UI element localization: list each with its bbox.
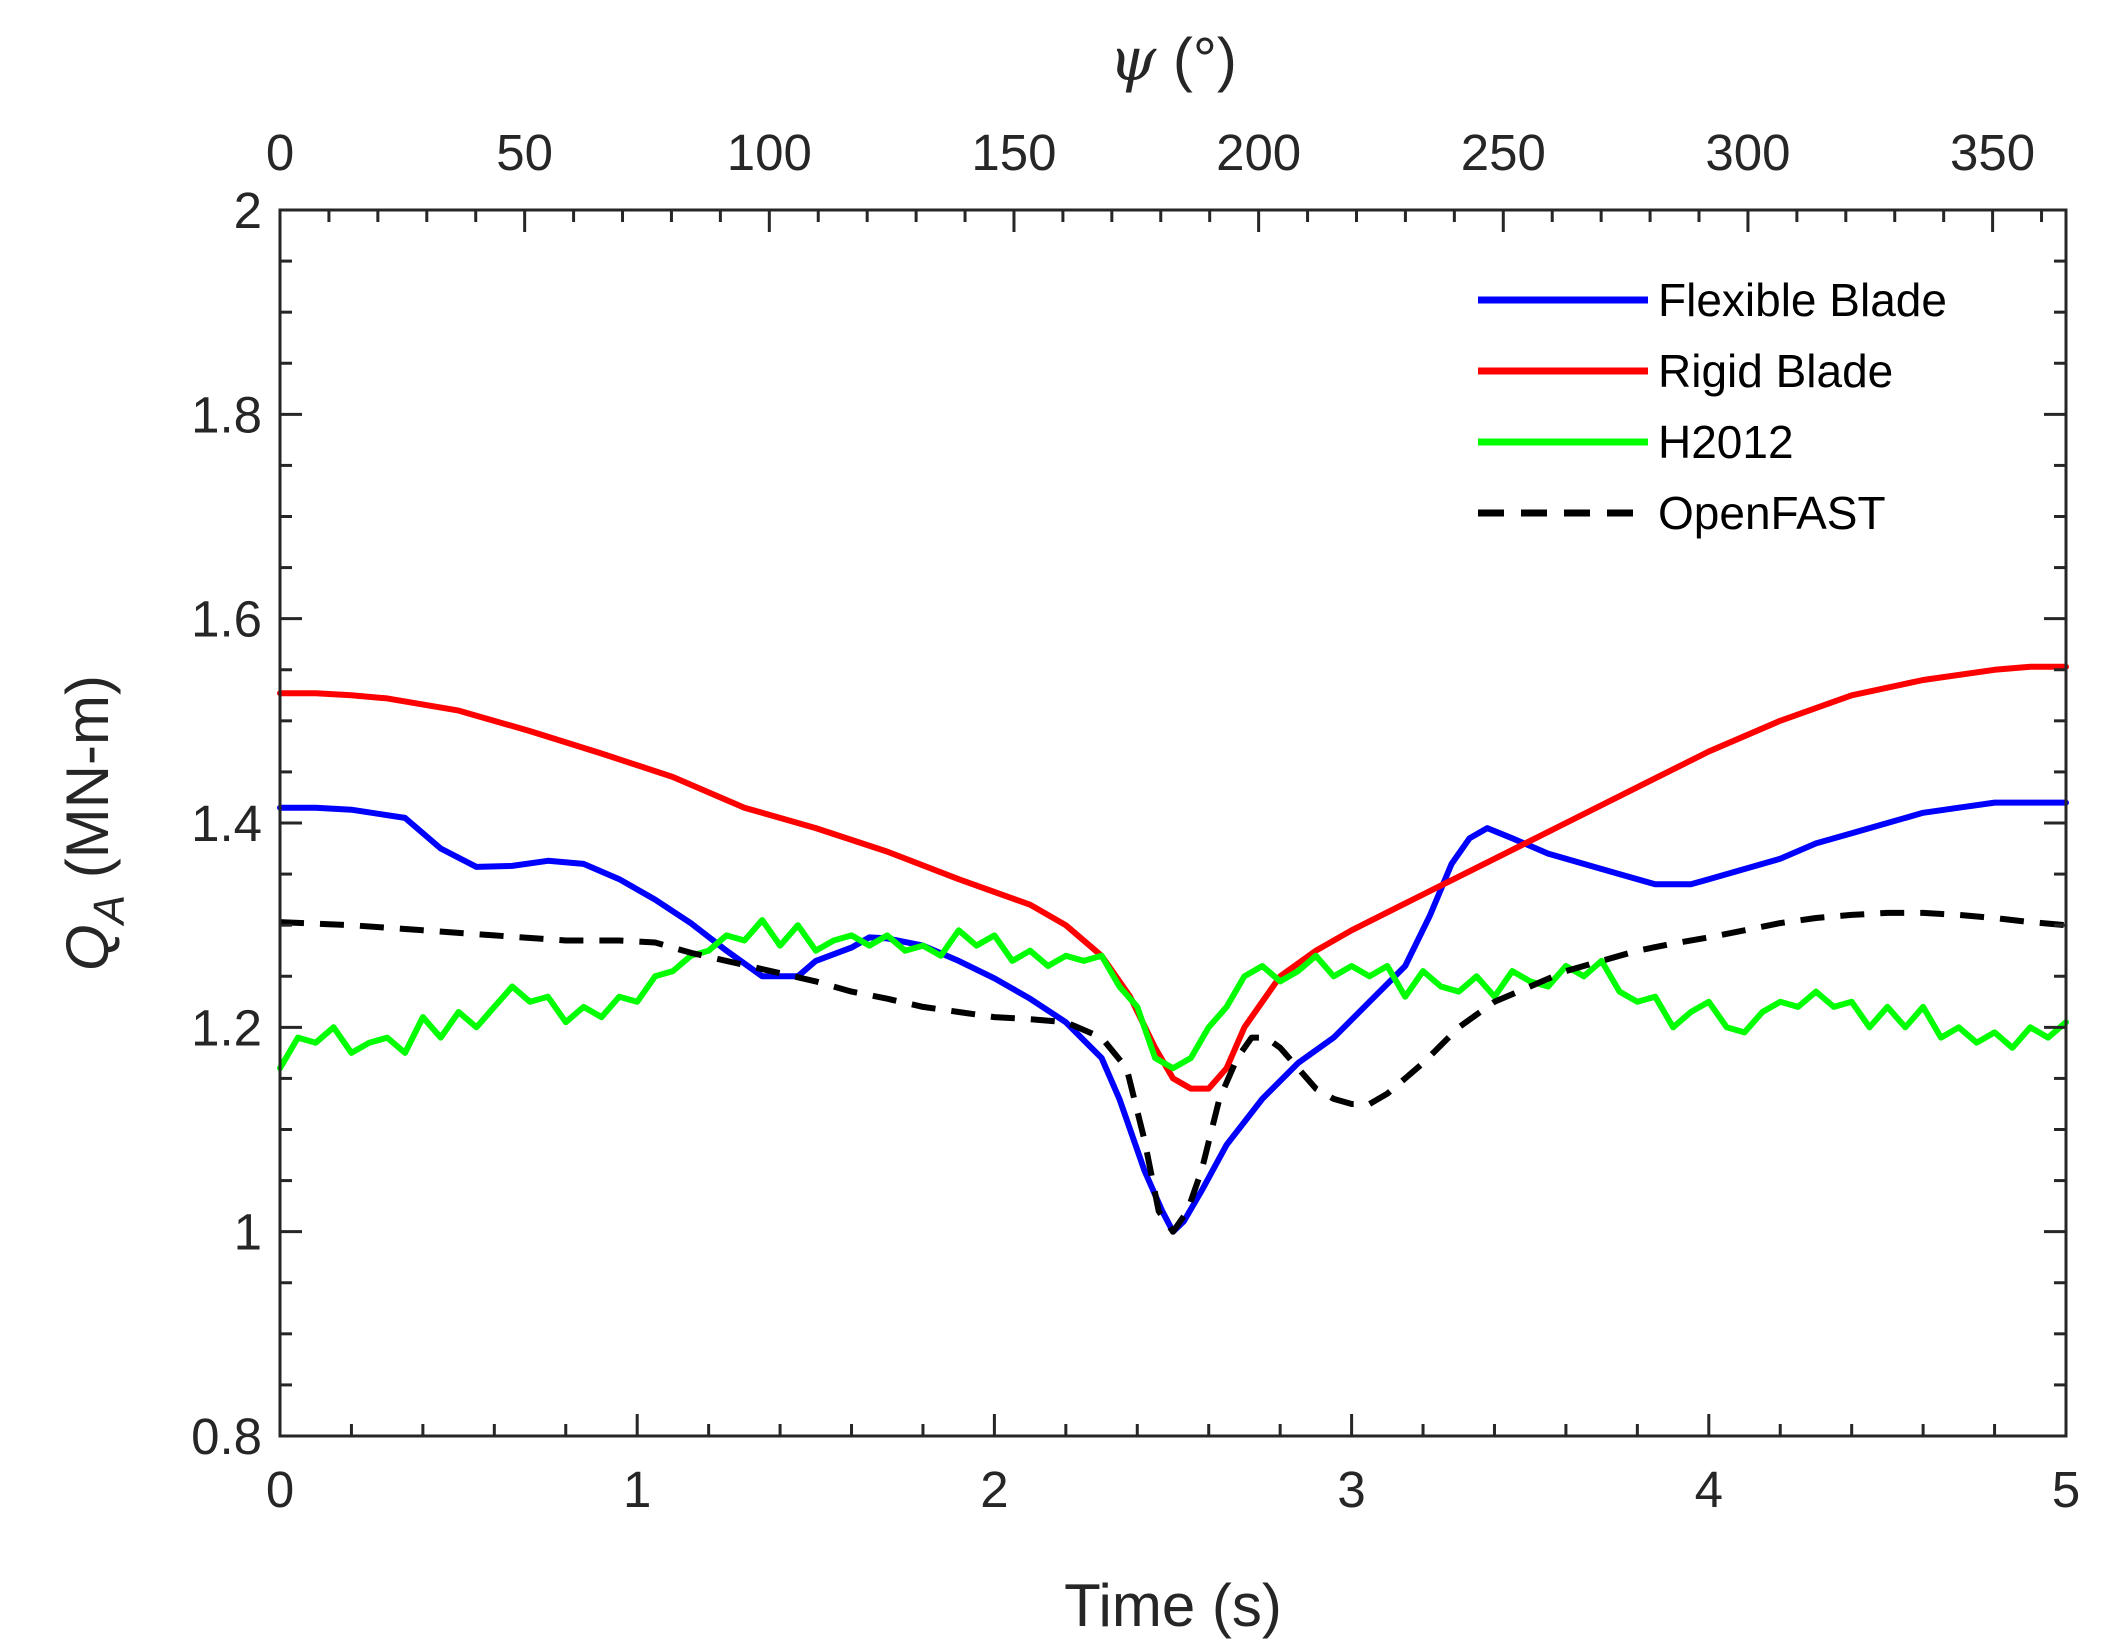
x-tick-label: 4: [1695, 1461, 1723, 1518]
x-tick-label: 3: [1337, 1461, 1365, 1518]
x-tick-label: 2: [980, 1461, 1008, 1518]
series-line-rigid-blade: [277, 663, 2069, 1092]
top-tick-label: 0: [266, 124, 294, 181]
y-axis-title: QA (MN-m): [54, 675, 134, 971]
x-tick-label: 5: [2052, 1461, 2080, 1518]
top-tick-label: 250: [1461, 124, 1546, 181]
series-layer: [277, 663, 2069, 1235]
series-line-flexible-blade: [277, 799, 2069, 1235]
series-line-openfast: [279, 909, 2067, 1235]
legend-label-h2012: H2012: [1658, 416, 1794, 468]
x-tick-label: 1: [623, 1461, 651, 1518]
y-tick-label: 1.4: [191, 795, 262, 852]
top-tick-label: 200: [1216, 124, 1301, 181]
y-tick-label: 1.2: [191, 999, 262, 1056]
x-tick-label: 0: [266, 1461, 294, 1518]
top-tick-label: 100: [727, 124, 812, 181]
legend-label-rigid-blade: Rigid Blade: [1658, 345, 1893, 397]
y-tick-label: 1.8: [191, 386, 262, 443]
top-tick-label: 150: [971, 124, 1056, 181]
y-axis-title-main: Q: [54, 924, 121, 971]
y-axis-title-units: (MN-m): [54, 675, 121, 895]
top-tick-label: 300: [1705, 124, 1790, 181]
y-tick-label: 0.8: [191, 1408, 262, 1465]
legend-label-openfast: OpenFAST: [1658, 487, 1886, 539]
top-axis-units: (°): [1156, 26, 1237, 93]
y-tick-label: 1: [234, 1204, 262, 1261]
y-axis-title-sub: A: [85, 895, 134, 927]
ticks-layer: 0 1 2 3 4 50.811.21.41.61.820 50 100 150 200 250 30…: [191, 124, 2080, 1518]
legend: Flexible Blade Rigid Blade H2012 OpenFAS…: [1478, 274, 1947, 539]
series-line-h2012: [277, 917, 2069, 1072]
y-tick-label: 2: [234, 182, 262, 239]
legend-label-flexible-blade: Flexible Blade: [1658, 274, 1947, 326]
top-tick-label: 50: [496, 124, 553, 181]
y-tick-label: 1.6: [191, 591, 262, 648]
top-axis-title: ψ (°): [1109, 25, 1237, 95]
top-tick-label: 350: [1950, 124, 2035, 181]
x-axis-title: Time (s): [1064, 1572, 1282, 1639]
top-axis-symbol: ψ: [1109, 25, 1157, 95]
